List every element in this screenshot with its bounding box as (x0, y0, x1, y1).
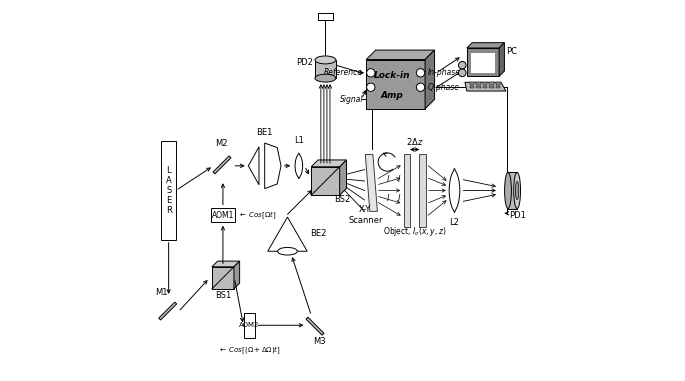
Polygon shape (264, 143, 281, 189)
Circle shape (366, 69, 375, 77)
Polygon shape (366, 50, 434, 59)
Text: In-phase: In-phase (428, 68, 461, 77)
Circle shape (458, 61, 466, 69)
Bar (489, 82, 494, 85)
Text: PC: PC (506, 47, 517, 56)
Bar (311, 167, 340, 195)
Text: L2: L2 (449, 218, 460, 227)
Text: Q-phase: Q-phase (428, 83, 460, 92)
Circle shape (416, 83, 425, 91)
Bar (476, 82, 481, 85)
Bar (476, 86, 481, 88)
Text: $l$: $l$ (397, 192, 401, 203)
Bar (471, 53, 495, 73)
Bar (162, 141, 176, 240)
Text: $2\Delta z$: $2\Delta z$ (406, 136, 423, 147)
Bar (496, 82, 500, 85)
Text: $l$: $l$ (386, 173, 390, 184)
Text: Lock-in: Lock-in (373, 71, 410, 80)
Polygon shape (466, 43, 504, 48)
Bar (244, 313, 256, 338)
Circle shape (366, 83, 375, 91)
Text: BS1: BS1 (215, 291, 231, 300)
Bar (508, 173, 517, 208)
Bar (403, 154, 410, 227)
Bar (366, 59, 425, 109)
Polygon shape (212, 261, 240, 267)
Bar (483, 86, 487, 88)
Polygon shape (465, 82, 506, 91)
Ellipse shape (315, 56, 336, 64)
Bar (470, 82, 475, 85)
Text: $l$: $l$ (386, 192, 390, 203)
Text: $l$: $l$ (397, 173, 401, 184)
Polygon shape (425, 50, 434, 109)
Ellipse shape (315, 74, 336, 82)
Text: Object, $I_o(x,y,z)$: Object, $I_o(x,y,z)$ (383, 225, 447, 238)
Text: M3: M3 (314, 337, 326, 346)
Text: $\leftarrow$ $\it{Cos}$[$(\Omega+\Delta\Omega)t$]: $\leftarrow$ $\it{Cos}$[$(\Omega+\Delta\… (218, 344, 281, 356)
Text: AOM2: AOM2 (239, 322, 260, 328)
Ellipse shape (514, 173, 521, 208)
Text: X-Y
Scanner: X-Y Scanner (348, 205, 382, 225)
Text: AOM1: AOM1 (212, 211, 234, 220)
Circle shape (458, 69, 466, 77)
Bar (315, 60, 336, 78)
Ellipse shape (515, 181, 519, 200)
Polygon shape (311, 160, 347, 167)
Text: $\leftarrow$ $\it{Cos}$[$\Omega t$]: $\leftarrow$ $\it{Cos}$[$\Omega t$] (238, 210, 276, 221)
Polygon shape (159, 302, 177, 320)
Bar (496, 86, 500, 88)
Polygon shape (365, 154, 377, 211)
Polygon shape (268, 217, 307, 251)
Bar (211, 208, 235, 223)
Polygon shape (234, 261, 240, 289)
Text: PD2: PD2 (296, 58, 312, 67)
Text: Signal: Signal (340, 95, 363, 104)
Text: Amp: Amp (380, 91, 403, 100)
Bar (419, 154, 425, 227)
Text: BS2: BS2 (334, 195, 351, 204)
Bar (470, 86, 475, 88)
Polygon shape (213, 156, 231, 174)
Text: M2: M2 (215, 139, 227, 148)
Bar (483, 82, 487, 85)
Polygon shape (340, 160, 347, 195)
Bar (489, 86, 494, 88)
Ellipse shape (277, 247, 297, 255)
Bar (212, 267, 234, 289)
Text: Reference: Reference (324, 68, 363, 77)
Text: L1: L1 (294, 136, 303, 145)
Circle shape (416, 69, 425, 77)
Text: L
A
S
E
R: L A S E R (166, 166, 171, 215)
Text: BE2: BE2 (310, 229, 327, 238)
Text: M1: M1 (155, 288, 167, 297)
Bar (466, 48, 499, 76)
Text: PD1: PD1 (509, 211, 525, 220)
Ellipse shape (505, 173, 512, 208)
Polygon shape (306, 317, 324, 335)
Text: BE1: BE1 (256, 128, 273, 137)
Polygon shape (249, 147, 259, 185)
Polygon shape (499, 43, 504, 76)
